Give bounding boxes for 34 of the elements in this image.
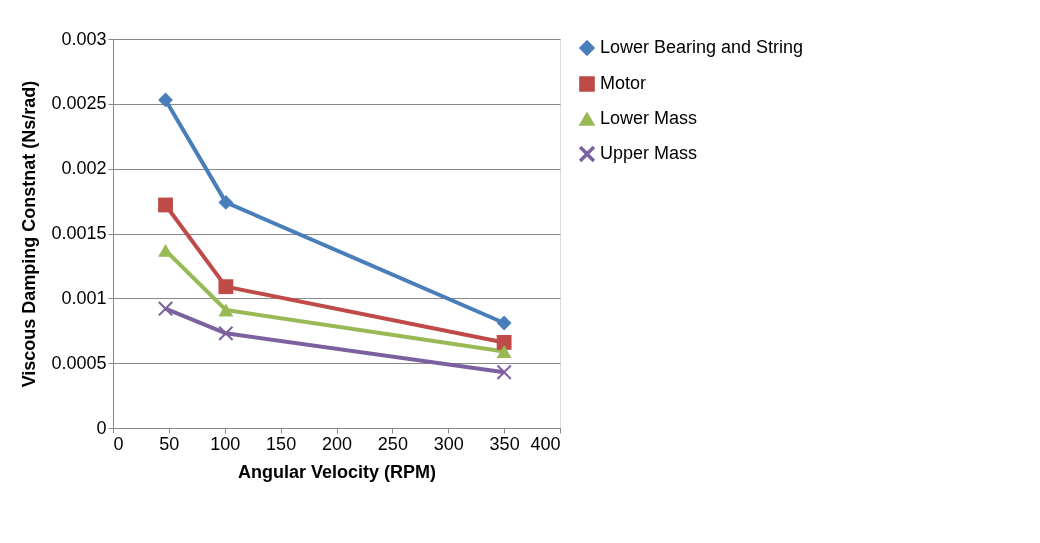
point [218,279,234,295]
x-tick-label: 350 [489,433,520,454]
point [496,364,512,380]
point [158,243,173,257]
point [496,315,512,331]
legend-label: Motor [600,73,647,93]
point [218,325,234,341]
point [158,92,173,108]
point [496,335,512,350]
y-tick-label: 0.0025 [51,93,107,114]
y-tick-label: 0.001 [61,287,107,308]
y-tick-label: 0.002 [61,158,107,179]
point [218,303,234,317]
x-tick-label: 100 [210,433,241,454]
y-tick-label: 0.0015 [51,223,107,243]
y-axis-title: Viscous Damping Constnat (Ns/rad) [19,80,40,388]
legend-label: Upper Mass [600,143,698,163]
x-tick-label: 200 [321,433,353,454]
legend-label: Lower Mass [600,108,698,128]
y-tick-label: 0 [96,417,107,438]
point [158,197,173,213]
x-axis-title: Angular Velocity (RPM) [237,461,437,482]
x-tick-label: 250 [377,433,408,454]
legend-label: Lower Bearing and String [600,37,804,57]
x-tick-label: 150 [266,433,297,454]
x-tick-label: 400 [530,433,561,454]
x-tick-label: 50 [159,433,180,454]
y-tick-label: 0.003 [61,28,107,49]
point [218,194,234,210]
x-tick-label: 0 [113,433,124,454]
x-tick-label: 300 [433,433,464,454]
point [158,301,173,317]
point [496,345,512,358]
y-tick-label: 0.0005 [51,352,107,373]
